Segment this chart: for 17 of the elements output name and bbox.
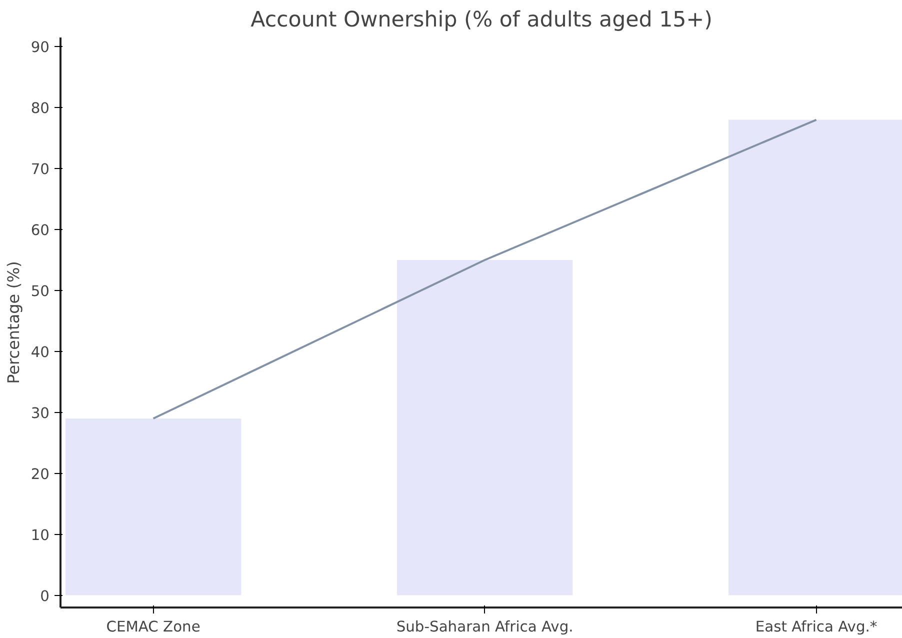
y-tick-label: 0	[40, 588, 50, 605]
y-tick-label: 90	[30, 39, 50, 56]
chart-title: Account Ownership (% of adults aged 15+)	[250, 8, 712, 32]
y-tick-label: 20	[30, 466, 50, 483]
y-tick-label: 70	[30, 161, 50, 178]
y-tick-label: 60	[30, 222, 50, 240]
bar	[65, 418, 242, 596]
y-axis-title: Percentage (%)	[4, 261, 23, 384]
y-tick-label: 80	[30, 100, 50, 118]
y-tick-label: 40	[30, 344, 50, 361]
y-tick-label: 50	[30, 282, 50, 300]
x-tick-label: East Africa Avg.*	[755, 618, 878, 636]
y-tick-label: 10	[30, 526, 50, 544]
y-tick-label: 30	[30, 404, 50, 422]
bar	[396, 260, 573, 596]
x-tick-label: Sub-Saharan Africa Avg.	[396, 618, 574, 636]
x-tick-label: CEMAC Zone	[106, 618, 200, 636]
